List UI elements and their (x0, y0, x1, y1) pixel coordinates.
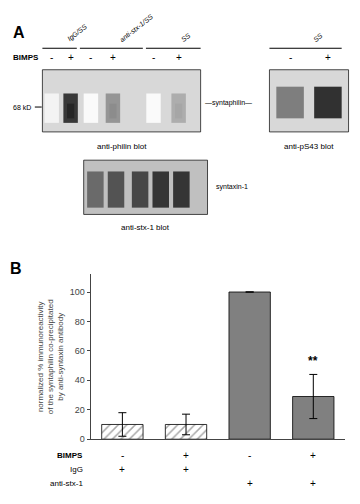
svg-text:-: - (50, 52, 53, 63)
svg-text:anti-philin blot: anti-philin blot (97, 142, 147, 151)
svg-text:IgG/SS: IgG/SS (66, 23, 89, 43)
svg-text:BIMPS: BIMPS (13, 53, 39, 62)
svg-text:—syntaphilin—: —syntaphilin— (205, 99, 252, 107)
svg-text:+: + (176, 52, 182, 63)
svg-text:normalized % immunoreactivityo: normalized % immunoreactivityof the synt… (36, 299, 66, 414)
svg-text:B: B (10, 260, 22, 277)
svg-text:anti-stx-1/SS: anti-stx-1/SS (118, 13, 154, 43)
svg-text:+: + (310, 478, 316, 489)
svg-text:IgG: IgG (70, 465, 83, 474)
svg-text:-: - (121, 450, 124, 461)
svg-text:+: + (119, 464, 125, 475)
svg-text:syntaxin-1: syntaxin-1 (216, 183, 248, 191)
svg-text:+: + (110, 52, 116, 63)
svg-text:68 kD: 68 kD (13, 104, 31, 111)
svg-text:+: + (325, 52, 331, 63)
svg-text:**: ** (308, 354, 318, 368)
svg-text:anti-stx-1 blot: anti-stx-1 blot (121, 223, 170, 232)
svg-text:+: + (310, 450, 316, 461)
svg-text:60: 60 (75, 346, 85, 356)
svg-text:A: A (13, 24, 25, 41)
svg-text:-: - (152, 52, 155, 63)
svg-text:100: 100 (70, 287, 85, 297)
svg-text:anti-pS43 blot: anti-pS43 blot (284, 142, 334, 151)
svg-text:-: - (248, 450, 251, 461)
svg-text:40: 40 (75, 375, 85, 385)
svg-text:+: + (183, 464, 189, 475)
svg-text:BIMPS: BIMPS (57, 451, 83, 460)
svg-text:0: 0 (80, 434, 85, 444)
svg-text:+: + (247, 478, 253, 489)
svg-text:SS: SS (180, 32, 192, 43)
svg-text:+: + (183, 450, 189, 461)
svg-text:+: + (68, 52, 74, 63)
svg-text:80: 80 (75, 317, 85, 327)
svg-text:-: - (289, 52, 292, 63)
svg-text:20: 20 (75, 405, 85, 415)
svg-text:SS: SS (312, 32, 324, 43)
svg-text:anti-stx-1: anti-stx-1 (50, 479, 83, 488)
svg-text:-: - (89, 52, 92, 63)
